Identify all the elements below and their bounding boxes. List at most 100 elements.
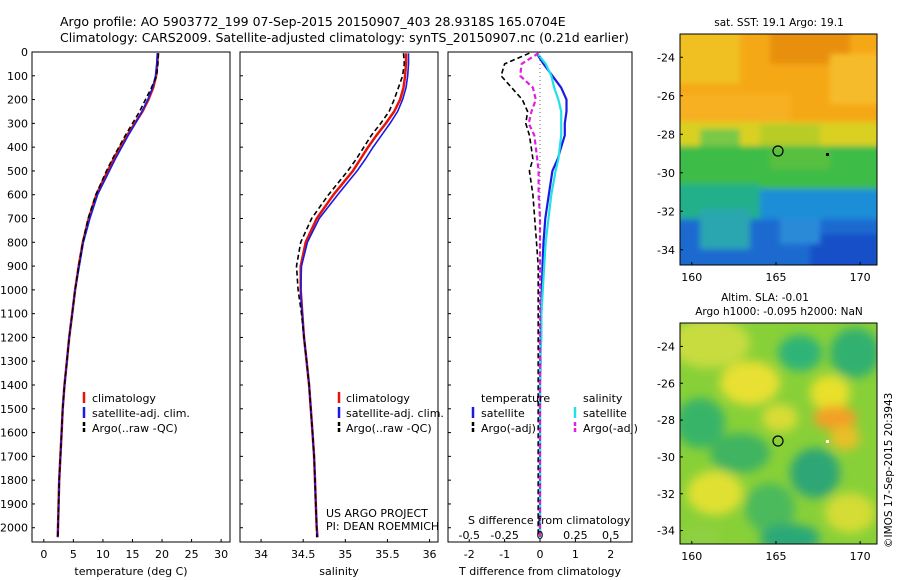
imos-watermark: ©IMOS 17-Sep-2015 20:3943	[883, 393, 895, 548]
map-x-tick-label: 160	[681, 271, 702, 284]
map-y-tick-label: -30	[657, 167, 675, 180]
project-credit: US ARGO PROJECT	[326, 507, 428, 520]
depth-tick-label: 2000	[0, 522, 28, 535]
s-diff-tick-label: 0	[537, 529, 544, 542]
depth-axis: 0 100 200 300 400 500 600 700 800 900 1000 1100 1200…	[0, 46, 451, 535]
legend-label-argo: Argo(..raw -QC)	[346, 422, 432, 435]
x-tick-label: 10	[96, 548, 110, 561]
series-line-argo	[295, 53, 406, 538]
depth-tick-label: 1900	[0, 498, 28, 511]
legend-label-t-satellite: satellite	[481, 407, 525, 420]
legend-label-argo: Argo(..raw -QC)	[92, 422, 178, 435]
depth-tick-label: 1600	[0, 427, 28, 440]
depth-tick-label: 1000	[0, 284, 28, 297]
temperature-x-axis: 0 5 10 15 20 25 30	[40, 539, 228, 561]
sla-point-marker	[826, 440, 829, 443]
depth-tick-label: 1100	[0, 308, 28, 321]
x-tick-label: 35	[338, 548, 352, 561]
difference-legend: temperature satellite Argo(-adj) salinit…	[471, 392, 638, 435]
s-difference-label: S difference from climatology	[468, 514, 631, 527]
salinity-xlabel: salinity	[319, 565, 359, 578]
depth-tick-label: 1200	[0, 331, 28, 344]
legend-label-satellite: satellite-adj. clim.	[346, 407, 444, 420]
salinity-profiles	[295, 53, 410, 538]
x-tick-label: 2	[607, 548, 614, 561]
map-x-tick-label: 160	[681, 550, 702, 563]
legend-label-climatology: climatology	[92, 392, 156, 405]
depth-tick-label: 1300	[0, 355, 28, 368]
depth-tick-label: 0	[21, 46, 28, 59]
difference-x-axis: -2 -1 0 1 2	[464, 539, 614, 561]
difference-xlabel: T difference from climatology	[458, 565, 621, 578]
sla-map	[680, 323, 877, 544]
legend-label-climatology: climatology	[346, 392, 410, 405]
depth-tick-label: 400	[7, 141, 28, 154]
depth-tick-label: 1500	[0, 403, 28, 416]
map-x-tick-label: 165	[765, 271, 786, 284]
legend-label-s-satellite: satellite	[583, 407, 627, 420]
depth-tick-label: 500	[7, 165, 28, 178]
difference-profiles	[500, 52, 568, 542]
x-tick-label: 30	[214, 548, 228, 561]
map-y-tick-label: -28	[657, 128, 675, 141]
map-y-tick-label: -26	[657, 377, 675, 390]
x-tick-label: 15	[125, 548, 139, 561]
x-tick-label: 0	[537, 548, 544, 561]
header-line2: Climatology: CARS2009. Satellite-adjuste…	[60, 30, 629, 45]
x-tick-label: 5	[70, 548, 77, 561]
map-y-tick-label: -34	[657, 525, 675, 538]
map-y-tick-label: -32	[657, 205, 675, 218]
depth-tick-label: 900	[7, 260, 28, 273]
depth-tick-label: 300	[7, 117, 28, 130]
sla-map-axes: -24 -26 -28 -30 -32 -34 160 165 170	[657, 340, 871, 563]
sla-map-frame	[679, 322, 878, 545]
salinity-legend: climatology satellite-adj. clim. Argo(..…	[337, 392, 444, 435]
x-tick-label: 25	[185, 548, 199, 561]
map-x-tick-label: 170	[850, 271, 871, 284]
legend-label-s-argo: Argo(-adj)	[583, 422, 638, 435]
depth-tick-label: 1800	[0, 474, 28, 487]
x-tick-label: 34.5	[291, 548, 316, 561]
map-y-tick-label: -24	[657, 51, 675, 64]
x-tick-label: 34	[254, 548, 268, 561]
sla-map-title1: Altim. SLA: -0.01	[721, 292, 809, 304]
depth-tick-label: 100	[7, 70, 28, 83]
legend-label-satellite: satellite-adj. clim.	[92, 407, 190, 420]
salinity-x-axis: 34 34.5 35 35.5 36	[254, 539, 437, 561]
map-y-tick-label: -32	[657, 488, 675, 501]
map-y-tick-label: -34	[657, 244, 675, 257]
legend-label-t-argo: Argo(-adj)	[481, 422, 536, 435]
s-diff-tick-label: 0.5	[602, 529, 620, 542]
argo-location-marker-sla	[772, 435, 784, 447]
sla-map-title2: Argo h1000: -0.095 h2000: NaN	[695, 306, 863, 318]
pi-credit: PI: DEAN ROEMMICH	[326, 520, 439, 533]
sst-map-frame	[679, 33, 878, 266]
s-diff-tick-label: 0.25	[563, 529, 588, 542]
series-line-s-argo	[519, 52, 542, 538]
map-y-tick-label: -24	[657, 340, 675, 353]
x-tick-label: 36	[423, 548, 437, 561]
map-y-tick-label: -30	[657, 451, 675, 464]
depth-tick-label: 1400	[0, 379, 28, 392]
x-tick-label: 1	[572, 548, 579, 561]
x-tick-label: 0	[40, 548, 47, 561]
temperature-legend: climatology satellite-adj. clim. Argo(..…	[82, 392, 190, 435]
x-tick-label: 20	[155, 548, 169, 561]
temperature-xlabel: temperature (deg C)	[74, 565, 187, 578]
s-diff-tick-label: -0.25	[490, 529, 518, 542]
s-difference-axis: -0.5 -0.25 0 0.25 0.5	[458, 529, 619, 542]
map-x-tick-label: 170	[850, 550, 871, 563]
temperature-profiles	[56, 53, 160, 538]
temperature-panel	[31, 51, 231, 543]
map-y-tick-label: -26	[657, 90, 675, 103]
sst-map	[680, 34, 877, 265]
x-tick-label: -1	[499, 548, 510, 561]
s-diff-tick-label: -0.5	[458, 529, 479, 542]
sst-map-title: sat. SST: 19.1 Argo: 19.1	[714, 17, 844, 29]
argo-location-marker	[772, 145, 784, 157]
salinity-panel	[239, 51, 439, 543]
depth-tick-label: 200	[7, 94, 28, 107]
header-line1: Argo profile: AO 5903772_199 07-Sep-2015…	[60, 14, 566, 29]
legend-title-salinity: salinity	[583, 392, 623, 405]
